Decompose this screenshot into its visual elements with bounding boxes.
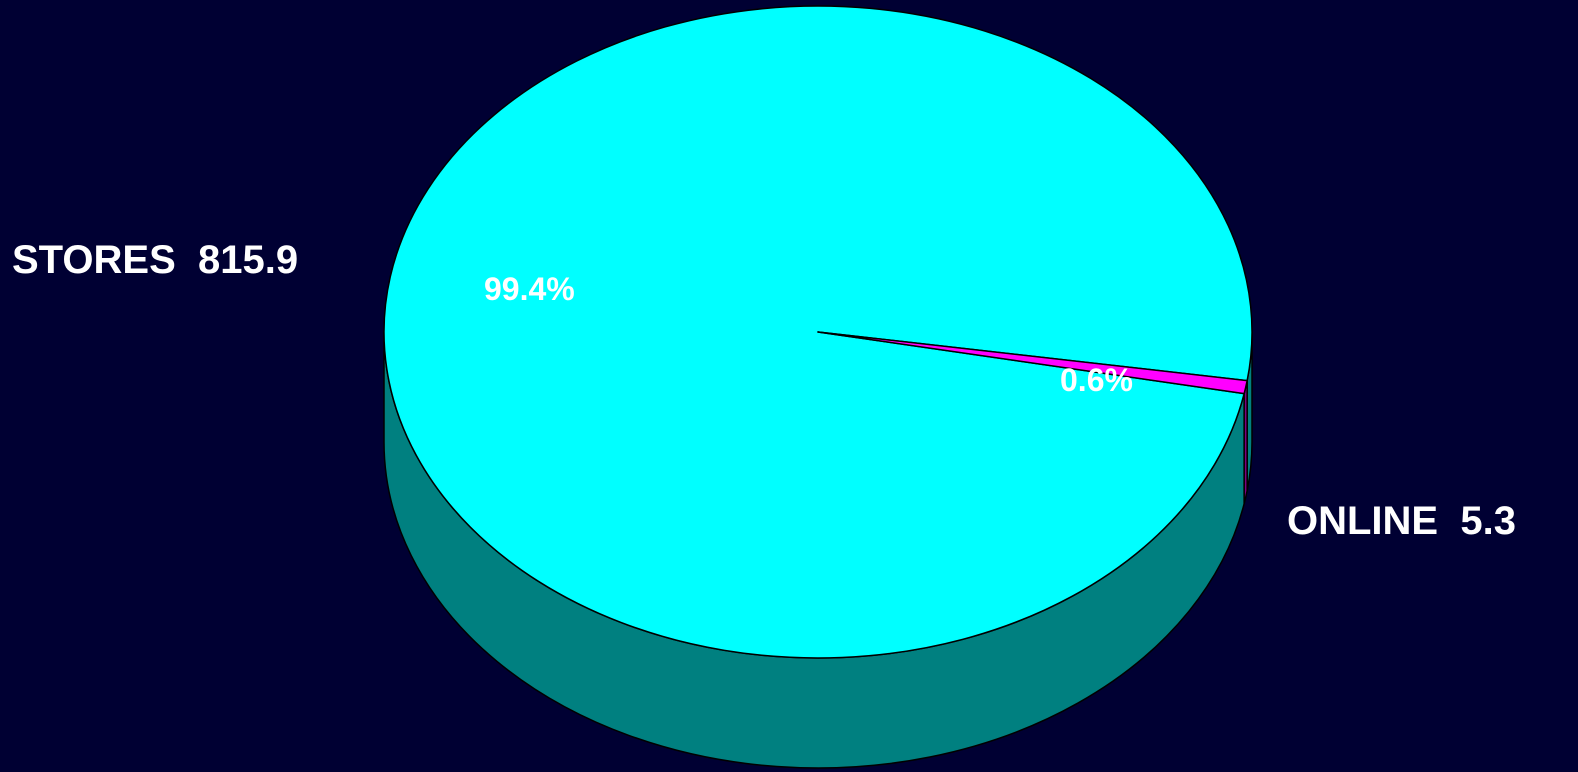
online-slice [817, 331, 1248, 395]
online-slice-side [1243, 380, 1248, 504]
online-category-label: ONLINE 5.3 [1287, 499, 1516, 543]
online-percent-label: 0.6% [1060, 362, 1133, 398]
stores-category-label: STORES 815.9 [12, 238, 298, 282]
pie-top-slices [383, 5, 1253, 659]
stores-percent-label: 99.4% [484, 271, 575, 307]
